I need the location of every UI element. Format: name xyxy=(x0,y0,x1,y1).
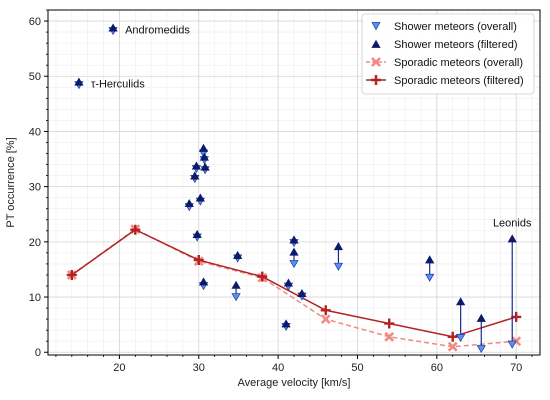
shower-filtered-point xyxy=(199,152,209,161)
y-tick-label: 0 xyxy=(35,347,41,359)
x-tick-label: 20 xyxy=(113,362,125,374)
sporadic-filtered-point xyxy=(384,318,395,329)
shower-overall-point xyxy=(456,334,466,343)
x-tick-label: 50 xyxy=(351,362,363,374)
shower-filtered-point xyxy=(297,288,307,298)
shower-filtered-point xyxy=(281,319,291,328)
x-tick-label: 30 xyxy=(193,362,205,374)
shower-filtered-point xyxy=(283,278,294,287)
legend-label: Shower meteors (overall) xyxy=(394,21,517,33)
sporadic-filtered-point xyxy=(130,224,141,235)
y-axis-label: PT occurrence [%] xyxy=(5,137,17,227)
shower-filtered-point xyxy=(233,250,243,259)
x-tick-label: 70 xyxy=(510,362,522,374)
shower-annotation: Leonids xyxy=(493,218,532,230)
shower-overall-point xyxy=(507,340,517,349)
sporadic-overall-point xyxy=(447,341,458,352)
legend-marker-sporadic-filtered xyxy=(371,75,381,85)
shower-filtered-point xyxy=(108,23,118,32)
legend-marker-sporadic-overall xyxy=(371,57,381,67)
y-tick-label: 40 xyxy=(29,126,41,138)
shower-filtered-point xyxy=(456,297,466,306)
sporadic-overall-point xyxy=(320,314,331,325)
shower-filtered-point xyxy=(425,255,435,264)
shower-filtered-point xyxy=(198,277,209,286)
sporadic-overall-point xyxy=(384,331,395,342)
legend-marker-shower-overall xyxy=(371,22,381,31)
shower-filtered-point xyxy=(184,198,194,208)
shower-overall-point xyxy=(231,293,241,302)
y-tick-label: 30 xyxy=(29,182,41,194)
sporadic-filtered-point xyxy=(257,271,268,282)
shower-overall-point xyxy=(289,260,299,269)
legend-label: Sporadic meteors (filtered) xyxy=(394,75,524,87)
shower-filtered-point xyxy=(192,229,202,238)
shower-annotation: Andromedids xyxy=(125,24,190,36)
legend-marker-shower-filtered xyxy=(371,39,381,48)
legend-box xyxy=(361,13,535,95)
sporadic-filtered-point xyxy=(447,331,458,342)
series-layer: Andromedids τ-Herculids Leonids xyxy=(66,23,532,354)
shower-filtered-point xyxy=(289,247,299,256)
shower-filtered-point xyxy=(333,242,344,251)
grid xyxy=(48,9,540,355)
axes: 20 30 40 50 60 70 0 10 20 30 40 50 60 xyxy=(29,9,541,374)
x-axis-label: Average velocity [km/s] xyxy=(238,377,351,389)
shower-filtered-point xyxy=(74,77,84,86)
shower-filtered-point xyxy=(231,280,241,289)
shower-filtered-point xyxy=(507,234,517,243)
legend: Shower meteors (overall) Shower meteors (… xyxy=(361,13,535,95)
shower-filtered-point xyxy=(476,313,486,322)
y-tick-label: 10 xyxy=(29,292,41,304)
shower-filtered-point xyxy=(289,235,299,244)
shower-filtered-point xyxy=(191,161,201,170)
sporadic-filtered-point xyxy=(66,269,77,280)
legend-label: Sporadic meteors (overall) xyxy=(394,57,523,69)
sporadic-filtered-point xyxy=(193,255,204,266)
shower-filtered-point xyxy=(190,171,200,180)
y-tick-label: 20 xyxy=(29,237,41,249)
shower-filtered-point xyxy=(200,162,210,171)
y-tick-label: 50 xyxy=(29,71,41,83)
sporadic-filtered-point xyxy=(320,305,331,316)
shower-filtered-point xyxy=(198,143,209,152)
shower-filtered-point xyxy=(195,193,205,202)
shower-overall-point xyxy=(476,345,486,354)
shower-annotation: τ-Herculids xyxy=(91,78,145,90)
sporadic-filtered-line xyxy=(71,228,517,338)
x-tick-label: 60 xyxy=(431,362,443,374)
shower-overall-point xyxy=(425,273,435,282)
legend-label: Shower meteors (filtered) xyxy=(394,39,518,51)
shower-overall-point xyxy=(333,262,344,271)
sporadic-filtered-point xyxy=(511,311,522,322)
y-tick-label: 60 xyxy=(29,16,41,28)
x-tick-label: 40 xyxy=(272,362,284,374)
